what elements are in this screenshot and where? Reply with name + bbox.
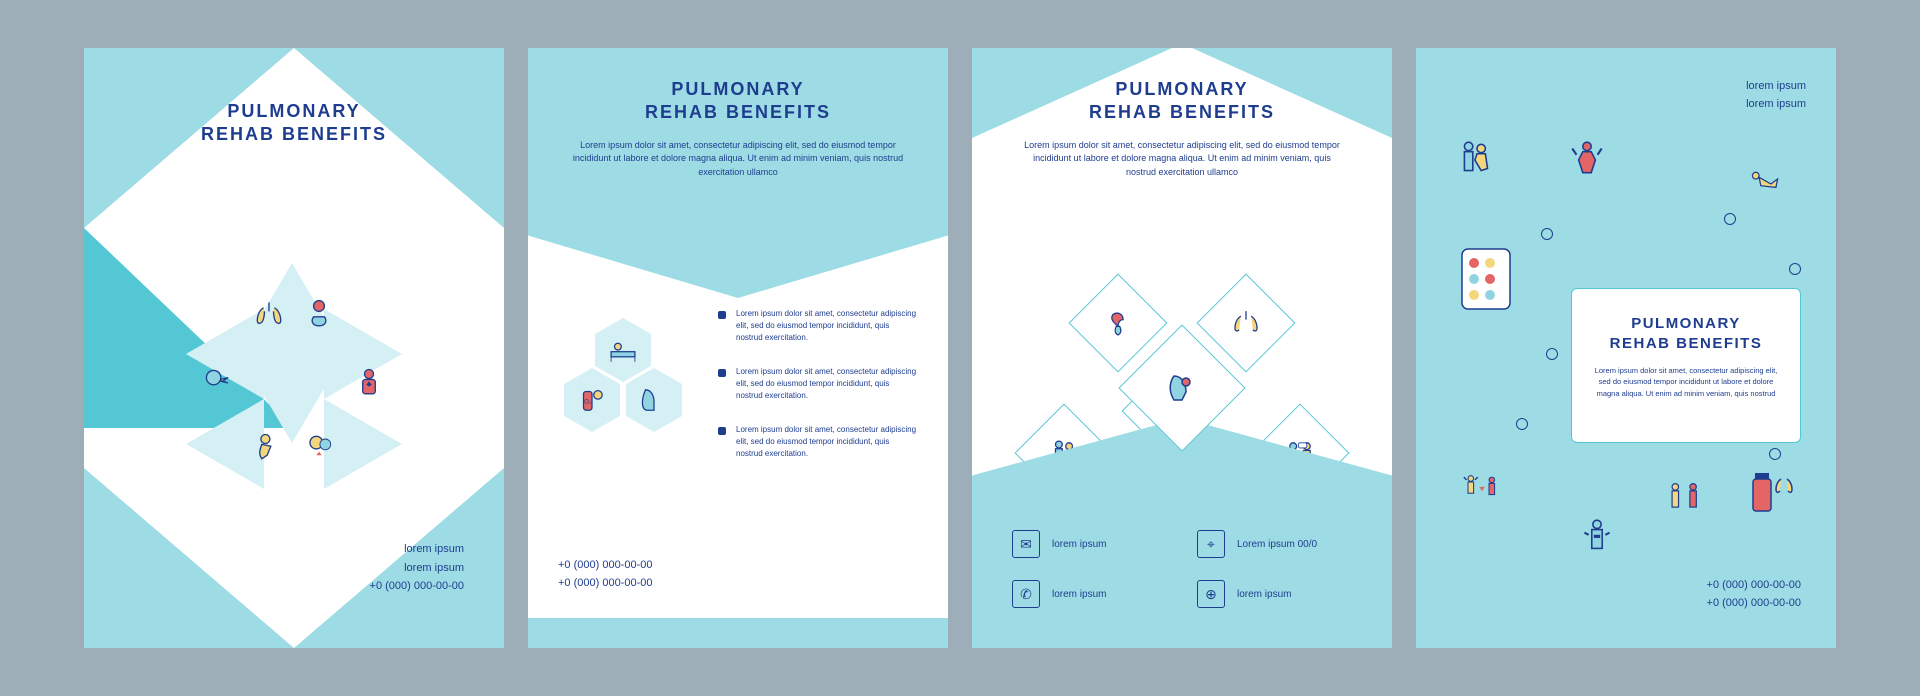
phone-icon: ✆ xyxy=(1012,580,1040,608)
oxygen-tank-icon: O₂ xyxy=(564,368,620,432)
oxygen-mask-icon xyxy=(299,295,339,335)
partner-icon xyxy=(1664,478,1706,520)
bullet-icon xyxy=(718,369,726,377)
bed-rest-icon xyxy=(595,318,651,382)
contact-label: lorem ipsum xyxy=(1237,589,1291,600)
footer-phone: +0 (000) 000-00-00 xyxy=(370,577,464,596)
list-item: Lorem ipsum dolor sit amet, consectetur … xyxy=(718,366,918,402)
situp-icon xyxy=(1744,158,1786,200)
panel-4: lorem ipsum lorem ipsum PULMONARY REHAB … xyxy=(1416,48,1836,648)
contact-label: Lorem ipsum 00/0 xyxy=(1237,539,1317,550)
contact-grid: ✉ lorem ipsum ⌖ Lorem ipsum 00/0 ✆ lorem ip… xyxy=(1012,530,1352,608)
title-line1: PULMONARY xyxy=(1592,314,1780,334)
location-icon: ⌖ xyxy=(1197,530,1225,558)
title-line1: PULMONARY xyxy=(84,100,504,123)
list-item: Lorem ipsum dolor sit amet, consectetur … xyxy=(718,424,918,460)
phone-number: +0 (000) 000-00-00 xyxy=(558,556,652,575)
contact-label: lorem ipsum xyxy=(1052,539,1106,550)
bullet-text: Lorem ipsum dolor sit amet, consectetur … xyxy=(736,366,918,402)
circle-decor xyxy=(1724,213,1736,225)
intro-text: Lorem ipsum dolor sit amet, consectetur … xyxy=(568,139,908,180)
chest-pain-icon xyxy=(349,363,389,403)
stretch-icon xyxy=(1566,138,1608,180)
circle-decor xyxy=(1546,348,1558,360)
contact-email: ✉ lorem ipsum xyxy=(1012,530,1167,558)
hexagon-icons: O₂ xyxy=(558,318,708,468)
web-icon: ⊕ xyxy=(1197,580,1225,608)
panel-2: PULMONARY REHAB BENEFITS Lorem ipsum dol… xyxy=(528,48,948,648)
list-item: Lorem ipsum dolor sit amet, consectetur … xyxy=(718,308,918,344)
lungs-icon xyxy=(249,295,289,335)
header-text: lorem ipsum xyxy=(1746,78,1806,96)
page-title: PULMONARY REHAB BENEFITS xyxy=(568,78,908,125)
page-title: PULMONARY REHAB BENEFITS xyxy=(84,100,504,147)
fatigue-icon xyxy=(249,428,289,468)
phone-block: +0 (000) 000-00-00 +0 (000) 000-00-00 xyxy=(1707,576,1801,613)
circle-decor xyxy=(1541,228,1553,240)
contact-location: ⌖ Lorem ipsum 00/0 xyxy=(1197,530,1352,558)
svg-text:O₂: O₂ xyxy=(584,399,592,405)
header-text: lorem ipsum xyxy=(1746,96,1806,114)
phone-block: +0 (000) 000-00-00 +0 (000) 000-00-00 xyxy=(558,556,652,593)
inhaler-icon xyxy=(626,368,682,432)
breathing-icon xyxy=(299,428,339,468)
box-body: Lorem ipsum dolor sit amet, consectetur … xyxy=(1592,365,1780,399)
footer-text: lorem ipsum xyxy=(370,559,464,578)
contact-web: ⊕ lorem ipsum xyxy=(1197,580,1352,608)
info-box: PULMONARY REHAB BENEFITS Lorem ipsum dol… xyxy=(1571,288,1801,443)
bullet-list: Lorem ipsum dolor sit amet, consectetur … xyxy=(718,308,918,482)
medicine-icon xyxy=(1746,463,1796,523)
page-title: PULMONARY REHAB BENEFITS xyxy=(972,48,1392,125)
phone-number: +0 (000) 000-00-00 xyxy=(1707,594,1801,613)
circle-decor xyxy=(1789,263,1801,275)
hexagon-icon-cluster xyxy=(189,263,399,503)
circle-decor xyxy=(1769,448,1781,460)
bullet-icon xyxy=(718,427,726,435)
cough-icon xyxy=(199,363,239,403)
bullet-icon xyxy=(718,311,726,319)
strength-icon xyxy=(1576,518,1618,560)
bullet-text: Lorem ipsum dolor sit amet, consectetur … xyxy=(736,308,918,344)
footer-text: lorem ipsum xyxy=(370,540,464,559)
pills-icon xyxy=(1456,243,1516,323)
title-line2: REHAB BENEFITS xyxy=(972,101,1392,124)
title-line1: PULMONARY xyxy=(972,78,1392,101)
circle-decor xyxy=(1516,418,1528,430)
brochure-container: PULMONARY REHAB BENEFITS lorem ipsum lor… xyxy=(84,48,1836,648)
physio-icon xyxy=(1456,138,1498,180)
title-line1: PULMONARY xyxy=(568,78,908,101)
panel-1-footer: lorem ipsum lorem ipsum +0 (000) 000-00-… xyxy=(370,540,464,596)
phone-number: +0 (000) 000-00-00 xyxy=(558,574,652,593)
phone-number: +0 (000) 000-00-00 xyxy=(1707,576,1801,595)
bullet-text: Lorem ipsum dolor sit amet, consectetur … xyxy=(736,424,918,460)
panel-3: PULMONARY REHAB BENEFITS Lorem ipsum dol… xyxy=(972,48,1392,648)
bg-strip xyxy=(528,618,948,648)
exercise-group-icon xyxy=(1461,468,1503,510)
panel-4-header: lorem ipsum lorem ipsum xyxy=(1746,78,1806,113)
title-line2: REHAB BENEFITS xyxy=(568,101,908,124)
page-title: PULMONARY REHAB BENEFITS xyxy=(1592,314,1780,353)
title-line2: REHAB BENEFITS xyxy=(1592,334,1780,354)
panel-1: PULMONARY REHAB BENEFITS lorem ipsum lor… xyxy=(84,48,504,648)
panel-2-header: PULMONARY REHAB BENEFITS Lorem ipsum dol… xyxy=(528,48,948,298)
title-line2: REHAB BENEFITS xyxy=(84,123,504,146)
email-icon: ✉ xyxy=(1012,530,1040,558)
contact-label: lorem ipsum xyxy=(1052,589,1106,600)
contact-phone: ✆ lorem ipsum xyxy=(1012,580,1167,608)
